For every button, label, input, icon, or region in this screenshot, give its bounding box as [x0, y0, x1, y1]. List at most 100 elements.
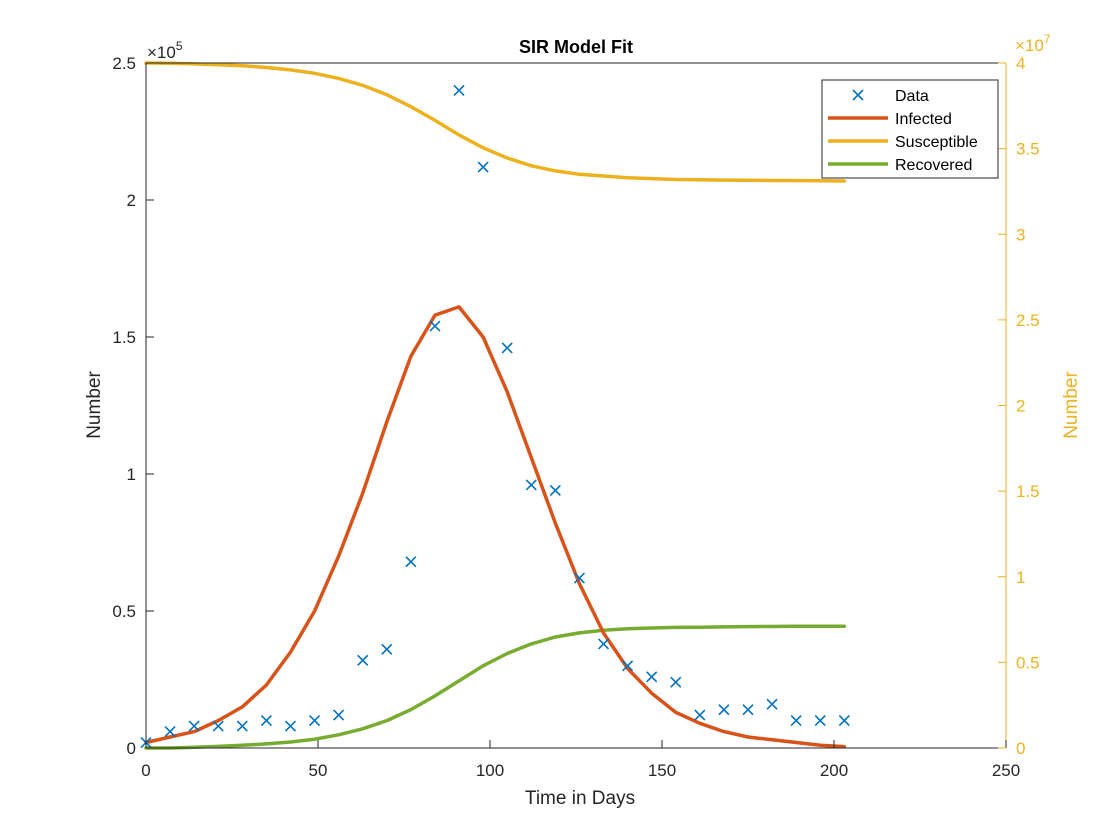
chart-title: SIR Model Fit	[519, 37, 633, 57]
data-point	[188, 720, 200, 732]
x-tick-label: 150	[648, 761, 676, 780]
legend-box	[821, 79, 999, 179]
marker-stroke	[405, 556, 417, 568]
marker-stroke	[766, 698, 778, 710]
legend-item-susceptible: Susceptible	[828, 134, 978, 151]
y-left-axis-label: Number	[84, 371, 105, 439]
y-right-ticks: 0 0.5 1 1.5 2 2.5 3 3.5 4	[998, 54, 1040, 758]
y-left-exponent-power: 5	[176, 39, 183, 53]
data-point	[814, 715, 826, 727]
x-tick-label: 0	[141, 761, 150, 780]
data-point	[308, 715, 321, 727]
data-point	[549, 484, 561, 497]
marker-stroke	[260, 715, 272, 727]
marker-stroke	[838, 715, 850, 727]
data-point	[622, 660, 634, 672]
y-left-tick-label: 0.5	[112, 602, 136, 621]
marker-stroke	[236, 720, 248, 732]
marker-stroke	[622, 660, 634, 672]
x-tick-label: 50	[309, 761, 328, 780]
y-right-tick-label: 0.5	[1016, 653, 1040, 672]
marker-stroke	[164, 725, 176, 738]
marker-stroke	[477, 161, 489, 173]
marker-stroke	[333, 709, 345, 721]
y-right-tick-label: 2	[1016, 397, 1025, 416]
data-point	[357, 654, 369, 666]
marker-stroke	[284, 720, 297, 732]
data-point	[284, 720, 297, 732]
legend-label: Recovered	[895, 157, 972, 174]
y-left-tick-label: 2.5	[112, 54, 136, 73]
legend-item-data: Data	[852, 88, 929, 105]
series-layer	[140, 61, 850, 750]
y-right-exponent: ×107	[1015, 32, 1051, 55]
marker-stroke	[694, 709, 706, 721]
marker-stroke	[742, 704, 754, 716]
marker-stroke	[646, 671, 658, 683]
y-right-tick-label: 0	[1016, 739, 1025, 758]
data-point	[212, 720, 224, 732]
marker-stroke	[381, 643, 393, 655]
y-right-tick-label: 1	[1016, 568, 1025, 587]
y-right-tick-label: 4	[1016, 54, 1025, 73]
data-point	[333, 709, 345, 721]
marker-stroke	[429, 320, 441, 332]
y-right-tick-label: 1.5	[1016, 482, 1040, 501]
marker-stroke	[597, 638, 610, 650]
x-tick-label: 200	[820, 761, 848, 780]
marker-stroke	[188, 720, 200, 732]
y-right-tick-label: 3	[1016, 225, 1025, 244]
y-left-tick-label: 1	[127, 465, 136, 484]
data-point	[838, 715, 850, 727]
legend-items: Data Infected Susceptible Recovered	[828, 88, 978, 174]
data-point	[236, 720, 248, 732]
legend-item-infected: Infected	[828, 111, 952, 128]
legend-marker	[852, 89, 864, 101]
y-right-axis-label: Number	[1061, 371, 1082, 439]
y-left-ticks: 0 0.5 1 1.5 2 2.5	[112, 54, 154, 758]
data-point	[477, 161, 489, 173]
data-point	[694, 709, 706, 721]
y-right-tick-label: 3.5	[1016, 140, 1040, 159]
data-point	[790, 715, 802, 727]
data-point	[766, 698, 778, 710]
data-point	[525, 479, 537, 491]
y-right-tick-label: 2.5	[1016, 311, 1040, 330]
data-point	[260, 715, 272, 727]
data-point	[597, 638, 610, 650]
marker-stroke	[501, 342, 513, 354]
marker-stroke	[357, 654, 369, 666]
data-point	[670, 676, 682, 688]
marker-stroke	[453, 84, 465, 96]
marker-stroke	[212, 720, 224, 732]
data-point	[742, 704, 754, 716]
marker-stroke	[549, 484, 561, 497]
marker-stroke	[573, 572, 586, 584]
y-right-exponent-base: ×10	[1015, 36, 1044, 55]
y-left-tick-label: 1.5	[112, 328, 136, 347]
marker-stroke	[308, 715, 321, 727]
marker-stroke	[718, 704, 730, 716]
y-left-tick-label: 0	[127, 739, 136, 758]
data-point	[501, 342, 513, 354]
infected-series-line	[144, 305, 847, 749]
data-point	[405, 556, 417, 568]
data-point	[718, 704, 730, 716]
data-point	[573, 572, 586, 584]
marker-stroke	[670, 676, 682, 688]
data-point	[381, 643, 393, 655]
legend-item-recovered: Recovered	[828, 157, 972, 174]
data-point	[646, 671, 658, 683]
y-left-exponent: ×105	[147, 39, 183, 62]
legend-label: Data	[895, 88, 929, 105]
x-axis-label: Time in Days	[525, 788, 635, 809]
data-point	[453, 84, 465, 96]
legend-label: Infected	[895, 111, 952, 128]
legend: Data Infected Susceptible Recovered	[821, 79, 999, 179]
y-left-exponent-base: ×10	[147, 43, 176, 62]
recovered-series-line	[144, 624, 847, 750]
marker-stroke	[814, 715, 826, 727]
data-point	[429, 320, 441, 332]
y-right-exponent-power: 7	[1044, 32, 1051, 46]
